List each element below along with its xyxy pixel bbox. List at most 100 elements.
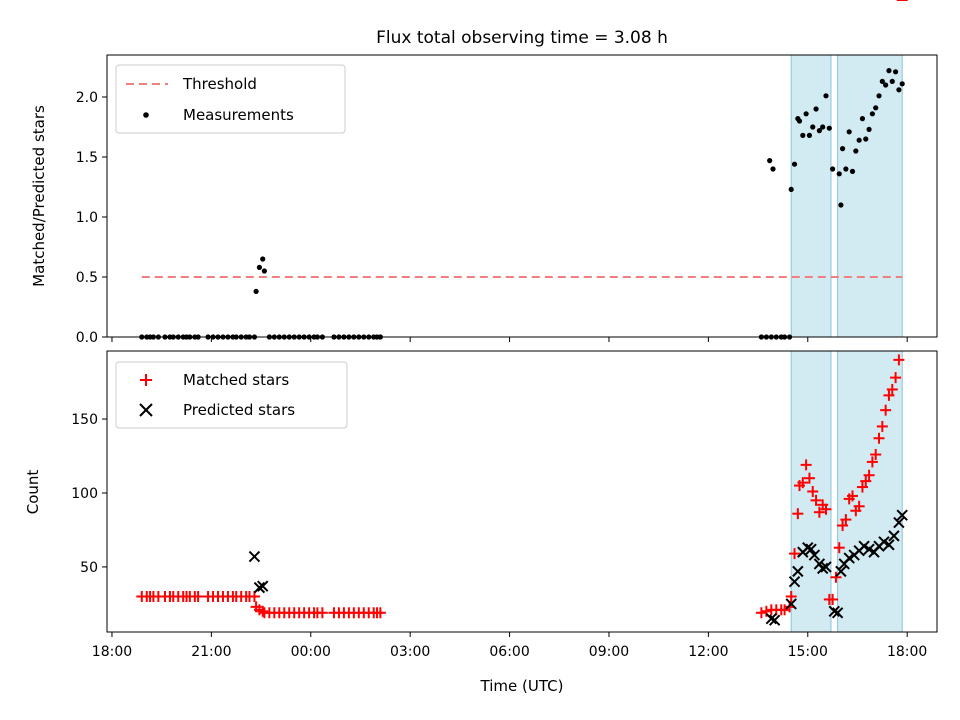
measurement-point	[791, 161, 798, 167]
measurement-point	[806, 132, 813, 138]
measurement-point	[843, 166, 849, 172]
matched-star-marker	[800, 459, 812, 471]
measurement-point	[856, 137, 862, 143]
matched-star-marker	[755, 607, 767, 619]
legend-predicted-label: Predicted stars	[183, 401, 295, 419]
legend-measurements-label: Measurements	[183, 106, 294, 124]
x-tick-label: 12:00	[688, 644, 728, 660]
y-tick-label: 0.5	[76, 270, 98, 286]
ratio-panel: 0.00.51.01.52.0 Matched/Predicted stars …	[30, 54, 938, 346]
bottom-legend: Matched stars Predicted stars	[115, 361, 348, 429]
measurement-point	[899, 81, 905, 87]
measurement-point	[876, 93, 882, 99]
measurement-point	[788, 186, 794, 192]
matched-stars-points	[136, 0, 908, 619]
matched-star-marker	[797, 477, 809, 489]
matched-star-marker	[827, 593, 839, 605]
y-tick-label: 50	[80, 560, 98, 576]
matched-star-marker	[820, 503, 832, 515]
y-tick-label: 150	[71, 412, 98, 428]
predicted-star-marker	[248, 550, 261, 563]
measurement-point	[892, 69, 899, 75]
matched-star-marker	[803, 472, 815, 484]
measurement-point	[886, 68, 892, 74]
measurement-point	[820, 124, 826, 130]
measurement-point	[869, 111, 875, 117]
measurement-point	[873, 105, 879, 111]
legend-matched-swatch	[140, 374, 152, 386]
bottom-y-axis-label: Count	[24, 470, 42, 515]
matched-star-marker	[866, 456, 878, 468]
matched-star-marker	[883, 389, 895, 401]
y-tick-label: 2.0	[76, 90, 98, 106]
observing-span	[837, 350, 903, 633]
bottom-x-ticks: 18:00 21:00 00:00 03:00 06:00 09:00 12:00 15:00…	[92, 632, 927, 660]
x-tick-label: 03:00	[390, 644, 430, 660]
predicted-star-marker	[893, 516, 905, 529]
y-tick-label: 0.0	[76, 330, 98, 346]
predicted-star-marker	[792, 565, 804, 578]
y-tick-label: 1.5	[76, 150, 98, 166]
top-x-ticks	[111, 337, 908, 342]
observing-span	[790, 54, 832, 338]
matched-star-marker	[880, 404, 892, 416]
measurement-point	[836, 171, 842, 177]
bottom-y-ticks: 50 100 150	[71, 412, 107, 576]
predicted-star-marker	[788, 576, 801, 588]
matched-star-marker	[870, 449, 882, 461]
matched-star-marker	[893, 354, 905, 366]
measurement-point	[853, 148, 859, 154]
measurement-point	[816, 128, 822, 134]
top-y-ticks: 0.0 0.5 1.0 1.5 2.0	[76, 90, 107, 346]
x-tick-label: 18:00	[887, 644, 927, 660]
matched-star-marker	[813, 506, 825, 518]
matched-star-marker	[807, 486, 819, 497]
predicted-star-marker	[785, 598, 797, 610]
measurement-point	[839, 146, 846, 152]
measurement-point	[830, 166, 836, 172]
measurement-point	[256, 264, 263, 270]
measurement-point	[800, 132, 806, 138]
matched-star-marker	[876, 420, 888, 432]
measurement-point	[883, 82, 889, 88]
matched-star-marker	[785, 591, 797, 603]
measurement-point	[767, 158, 773, 164]
measurement-point	[879, 78, 885, 84]
matched-star-marker	[837, 520, 849, 532]
measurement-point	[863, 136, 869, 142]
predicted-star-marker	[820, 561, 832, 573]
predicted-star-marker	[828, 605, 840, 618]
measurement-point	[889, 78, 895, 84]
legend-matched-label: Matched stars	[183, 371, 289, 389]
measurement-point	[846, 129, 852, 135]
x-tick-label: 21:00	[191, 644, 231, 660]
observing-spans-bottom	[790, 350, 903, 633]
matched-star-marker	[860, 475, 872, 487]
matched-star-marker	[886, 383, 898, 395]
predicted-star-marker	[808, 549, 821, 561]
legend-predicted-swatch	[139, 403, 153, 417]
matched-star-marker	[840, 514, 852, 526]
predicted-star-marker	[831, 607, 844, 619]
predicted-star-marker	[765, 612, 778, 625]
x-tick-label: 15:00	[788, 644, 828, 660]
matched-star-marker	[789, 548, 801, 560]
predicted-star-marker	[816, 562, 829, 575]
measurement-point	[796, 118, 803, 124]
matched-star-marker	[374, 607, 386, 619]
predicted-stars-points	[248, 509, 908, 626]
observing-span	[837, 54, 903, 338]
measurement-point	[803, 111, 809, 117]
predicted-star-marker	[835, 565, 847, 578]
measurement-point	[810, 124, 816, 130]
x-tick-label: 09:00	[589, 644, 629, 660]
predicted-star-marker	[883, 539, 895, 551]
top-y-axis-label: Matched/Predicted stars	[30, 105, 48, 287]
legend-threshold-label: Threshold	[182, 75, 257, 93]
matched-star-marker	[890, 372, 902, 384]
matched-star-marker	[856, 481, 868, 493]
x-tick-label: 00:00	[291, 644, 331, 660]
measurement-points	[139, 68, 905, 340]
y-tick-label: 1.0	[76, 210, 98, 226]
predicted-star-marker	[768, 614, 781, 626]
